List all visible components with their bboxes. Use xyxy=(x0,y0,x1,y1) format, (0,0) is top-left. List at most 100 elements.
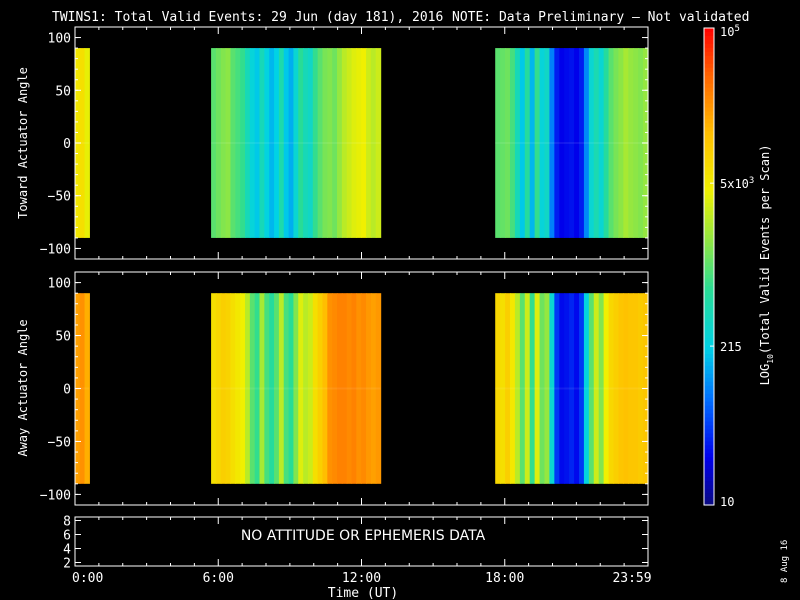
heatmap-cell xyxy=(332,293,338,484)
heatmap-cell xyxy=(549,293,555,484)
heatmap-cell xyxy=(633,293,639,484)
colorbar-step xyxy=(704,326,714,331)
heatmap-cell xyxy=(524,48,531,238)
colorbar-step xyxy=(704,35,714,41)
colorbar-step xyxy=(704,501,714,506)
heatmap-cell xyxy=(608,48,615,238)
colorbar-step xyxy=(704,334,714,339)
colorbar-step xyxy=(704,171,714,176)
colorbar-step xyxy=(704,342,714,347)
x-tick-label: 6:00 xyxy=(203,571,234,586)
heatmap-cell xyxy=(375,48,382,238)
colorbar-step xyxy=(704,338,714,343)
heatmap-cell xyxy=(623,293,629,484)
heatmap-cell xyxy=(633,48,639,238)
heatmap-cell xyxy=(274,48,280,238)
colorbar-step xyxy=(704,437,714,443)
heatmap-cell xyxy=(244,293,251,484)
heatmap-cell xyxy=(84,48,90,238)
colorbar-tick-label: 10 xyxy=(720,495,734,509)
heatmap-cell xyxy=(283,48,290,238)
heatmap-cell xyxy=(269,48,275,238)
colorbar-step xyxy=(704,222,714,228)
colorbar-step xyxy=(704,473,714,478)
heatmap-cell xyxy=(249,48,256,238)
y-tick-label: 2 xyxy=(63,557,71,572)
y-tick-label: −50 xyxy=(48,190,71,205)
heatmap-cell xyxy=(370,293,377,484)
colorbar-step xyxy=(704,453,714,458)
colorbar-step xyxy=(704,421,714,427)
colorbar-step xyxy=(704,91,714,97)
colorbar-step xyxy=(704,270,714,276)
ylabel-away: Away Actuator Angle xyxy=(16,319,30,456)
heatmap-cell xyxy=(554,48,560,238)
heatmap-cell xyxy=(303,293,309,484)
colorbar-step xyxy=(704,497,714,502)
x-tick-label: 12:00 xyxy=(342,571,381,586)
zero-angle-stripe xyxy=(75,142,90,144)
colorbar-step xyxy=(704,47,714,53)
heatmap-cell xyxy=(569,48,575,238)
heatmap-cell xyxy=(495,48,501,238)
heatmap-cell xyxy=(505,293,511,484)
heatmap-cell xyxy=(588,48,595,238)
colorbar-step xyxy=(704,449,714,454)
heatmap-cell xyxy=(375,293,382,484)
colorbar-step xyxy=(704,179,714,184)
colorbar-step xyxy=(704,39,714,45)
no-data-message: NO ATTITUDE OR EPHEMERIS DATA xyxy=(241,528,486,544)
heatmap-cell xyxy=(366,48,372,238)
x-tick-label: 0:00 xyxy=(72,571,103,586)
colorbar-step xyxy=(704,381,714,387)
colorbar-step xyxy=(704,210,714,216)
heatmap-cell xyxy=(346,48,353,238)
heatmap-cell xyxy=(500,293,506,484)
colorbar-tick-label: 5x103 xyxy=(720,176,754,191)
heatmap-cell xyxy=(84,293,90,484)
xlabel: Time (UT) xyxy=(328,586,398,600)
heatmap-cell xyxy=(564,48,570,238)
heatmap-cell xyxy=(574,48,580,238)
colorbar-step xyxy=(704,417,714,423)
heatmap-cell xyxy=(312,48,319,238)
colorbar-step xyxy=(704,262,714,268)
colorbar-step xyxy=(704,353,714,359)
heatmap-cell xyxy=(230,48,236,238)
heatmap-cell xyxy=(524,293,531,484)
heatmap-cell xyxy=(583,293,590,484)
colorbar-step xyxy=(704,314,714,319)
heatmap-cell xyxy=(264,293,270,484)
heatmap-cell xyxy=(519,48,526,238)
heatmap-cell xyxy=(332,48,338,238)
heatmap-cell xyxy=(618,293,624,484)
colorbar-step xyxy=(704,310,714,315)
colorbar-step xyxy=(704,67,714,73)
heatmap-cell xyxy=(211,293,217,484)
colorbar-step xyxy=(704,242,714,248)
colorbar-step xyxy=(704,298,714,303)
colorbar-frame xyxy=(703,27,715,506)
colorbar-step xyxy=(704,481,714,486)
colorbar-step xyxy=(704,238,714,244)
colorbar-step xyxy=(704,194,714,200)
colorbar-step xyxy=(704,127,714,132)
heatmap-cell xyxy=(574,293,580,484)
colorbar-step xyxy=(704,369,714,375)
heatmap-cell xyxy=(220,48,227,238)
colorbar-step xyxy=(704,465,714,470)
colorbar-step xyxy=(704,151,714,156)
heatmap-cell xyxy=(529,48,536,238)
heatmap-cell xyxy=(628,293,634,484)
colorbar-step xyxy=(704,51,714,57)
heatmap-cell xyxy=(356,293,362,484)
colorbar-step xyxy=(704,397,714,403)
y-tick-label: 100 xyxy=(48,277,71,292)
heatmap-cell xyxy=(514,293,521,484)
heatmap-cell xyxy=(370,48,377,238)
colorbar-step xyxy=(704,31,714,37)
heatmap-cell xyxy=(79,48,86,238)
colorbar-step xyxy=(704,373,714,379)
heatmap-cell xyxy=(259,293,265,484)
heatmap-cell xyxy=(235,48,241,238)
